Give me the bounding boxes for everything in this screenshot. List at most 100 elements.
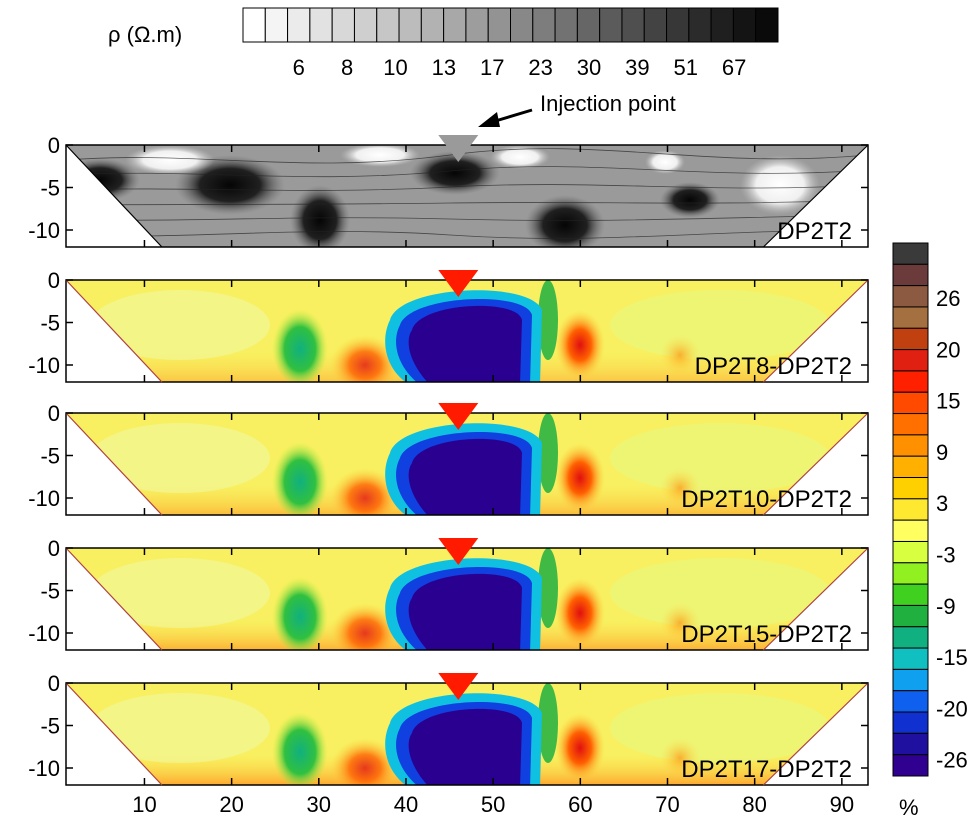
- colorbar-swatch: [892, 327, 929, 351]
- colorbar-tick: -20: [936, 696, 968, 721]
- narrow-negative-band: [538, 413, 558, 493]
- resistivity-anomaly: [660, 182, 720, 218]
- y-tick-label: 0: [48, 401, 60, 426]
- positive-anomaly-left: [330, 335, 400, 382]
- panel-dp2t8-dp2t2: 0 -5 -10 DP2T8-DP2T2: [28, 268, 869, 383]
- colorbar-swatch: [892, 455, 929, 479]
- y-tick-label: -5: [40, 311, 60, 336]
- colorbar-swatch: [892, 519, 929, 542]
- resistivity-scale-tick: 30: [577, 55, 601, 80]
- resistivity-scale-swatch: [465, 7, 489, 43]
- resistivity-scale-swatch: [732, 7, 757, 43]
- conductive-plume-core: [408, 438, 522, 515]
- contour-line: [66, 148, 868, 164]
- positive-anomaly-far: [660, 738, 700, 778]
- panel-dp2t10-dp2t2: 0 -5 -10 DP2T10-DP2T2: [28, 401, 869, 516]
- resistivity-scale-swatch: [353, 7, 378, 43]
- resistivity-anomaly: [645, 150, 685, 174]
- resistivity-scale-swatch: [264, 7, 289, 43]
- colorbar-swatch: [892, 626, 929, 649]
- y-tick-label: -10: [28, 486, 60, 511]
- injection-annotation: Injection point: [478, 91, 676, 127]
- conductive-plume-core: [408, 305, 522, 382]
- y-tick-label: -5: [40, 714, 60, 739]
- section-edge-right: [762, 144, 869, 248]
- negative-anomaly-left: [272, 573, 328, 650]
- contour-line: [66, 184, 868, 191]
- injection-marker: [438, 403, 479, 430]
- x-tick-label: 20: [219, 792, 243, 817]
- resistivity-scale-swatch: [398, 7, 422, 43]
- injection-label: Injection point: [540, 91, 676, 116]
- colorbar-swatch: [892, 754, 929, 777]
- resistivity-scale-tick: 17: [480, 55, 504, 80]
- colorbar-swatch: [892, 732, 929, 756]
- resistivity-scale-label: ρ (Ω.m): [108, 22, 182, 47]
- negative-anomaly-left: [272, 305, 328, 382]
- resistivity-scale-tick: 13: [432, 55, 456, 80]
- resistivity-scale: ρ (Ω.m) 6 8 10 13 17 23 30 39 51 67: [108, 7, 779, 80]
- injection-arrow-head: [478, 112, 500, 127]
- light-zone: [90, 693, 270, 763]
- resistivity-scale-swatch: [287, 7, 311, 43]
- colorbar-tick: -9: [936, 594, 956, 619]
- resistivity-anomaly: [290, 185, 350, 247]
- panel-label: DP2T2: [777, 218, 852, 245]
- y-tick-label: -10: [28, 756, 60, 781]
- narrow-negative-band: [538, 683, 558, 763]
- resistivity-scale-swatch: [487, 7, 512, 43]
- light-zone: [90, 423, 270, 493]
- resistivity-scale-swatch: [576, 7, 601, 43]
- contour-line: [66, 229, 868, 239]
- section-edge-right: [762, 279, 869, 383]
- resistivity-scale-tick: 23: [528, 55, 552, 80]
- resistivity-scale-tick: 67: [722, 55, 746, 80]
- positive-anomaly-far: [660, 468, 700, 508]
- colorbar-swatch: [892, 349, 929, 372]
- resistivity-scale-swatch: [376, 7, 400, 43]
- colorbar-swatch: [892, 242, 929, 265]
- positive-anomaly-far: [660, 603, 700, 643]
- colorbar-swatch: [892, 263, 929, 287]
- resistivity-scale-swatch: [242, 7, 266, 43]
- positive-anomaly-right: [555, 578, 605, 648]
- section-edge-left: [65, 412, 163, 516]
- positive-anomaly-left: [330, 468, 400, 515]
- negative-anomaly-left: [272, 708, 328, 785]
- x-tick-label: 80: [742, 792, 766, 817]
- resistivity-scale-tick: 6: [293, 55, 305, 80]
- section-edge-left: [65, 144, 163, 248]
- y-tick-label: -10: [28, 353, 60, 378]
- colorbar-tick: 20: [936, 337, 960, 362]
- y-tick-label: -5: [40, 176, 60, 201]
- contour-line: [66, 214, 868, 221]
- contour-line: [66, 166, 868, 178]
- resistivity-anomaly: [125, 145, 215, 175]
- resistivity-scale-swatch: [309, 7, 333, 43]
- colorbar-swatch: [892, 583, 929, 606]
- resistivity-scale-swatch: [599, 7, 623, 43]
- positive-anomaly-left: [330, 738, 400, 785]
- light-zone: [90, 290, 270, 360]
- panel-label: DP2T17-DP2T2: [681, 756, 852, 783]
- section-edge-right: [762, 682, 869, 786]
- colorbar-tick: 3: [936, 491, 948, 516]
- colorbar-swatch: [892, 540, 929, 564]
- colorbar-tick: -26: [936, 748, 968, 773]
- injection-marker: [438, 270, 479, 297]
- resistivity-anomaly: [410, 151, 500, 195]
- y-tick-label: -10: [28, 621, 60, 646]
- y-tick-label: -5: [40, 579, 60, 604]
- injection-marker: [438, 135, 479, 162]
- panel-dp2t17-dp2t2: 0 -5 -10 DP2T17-DP2T2: [28, 671, 869, 786]
- x-tick-label: 10: [132, 792, 156, 817]
- x-tick-label: 90: [830, 792, 854, 817]
- positive-anomaly-right: [555, 443, 605, 513]
- colorbar-swatch: [892, 477, 929, 500]
- y-tick-label: 0: [48, 671, 60, 696]
- colorbar-swatch: [892, 604, 929, 628]
- y-tick-label: 0: [48, 133, 60, 158]
- resistivity-scale-swatch: [420, 7, 445, 43]
